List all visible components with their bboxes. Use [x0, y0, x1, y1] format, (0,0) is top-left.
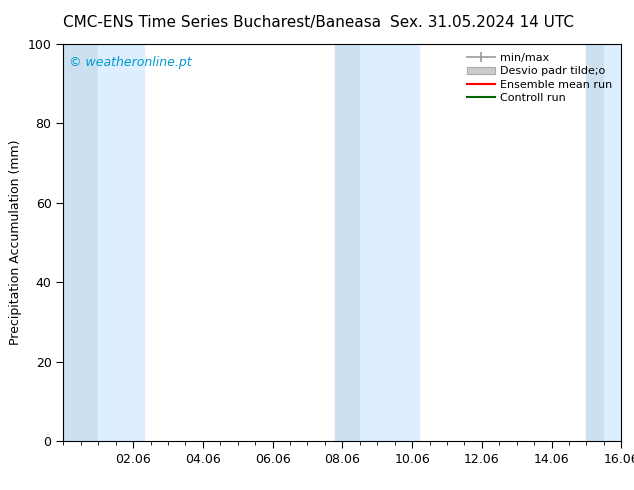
Bar: [604, 44, 621, 441]
Text: Sex. 31.05.2024 14 UTC: Sex. 31.05.2024 14 UTC: [390, 15, 574, 30]
Bar: [359, 44, 419, 441]
Bar: [98, 44, 143, 441]
Legend: min/max, Desvio padr tilde;o, Ensemble mean run, Controll run: min/max, Desvio padr tilde;o, Ensemble m…: [463, 49, 616, 106]
Bar: [63, 44, 98, 441]
Text: CMC-ENS Time Series Bucharest/Baneasa: CMC-ENS Time Series Bucharest/Baneasa: [63, 15, 381, 30]
Bar: [586, 44, 604, 441]
Y-axis label: Precipitation Accumulation (mm): Precipitation Accumulation (mm): [9, 140, 22, 345]
Text: © weatheronline.pt: © weatheronline.pt: [69, 56, 191, 69]
Bar: [335, 44, 359, 441]
